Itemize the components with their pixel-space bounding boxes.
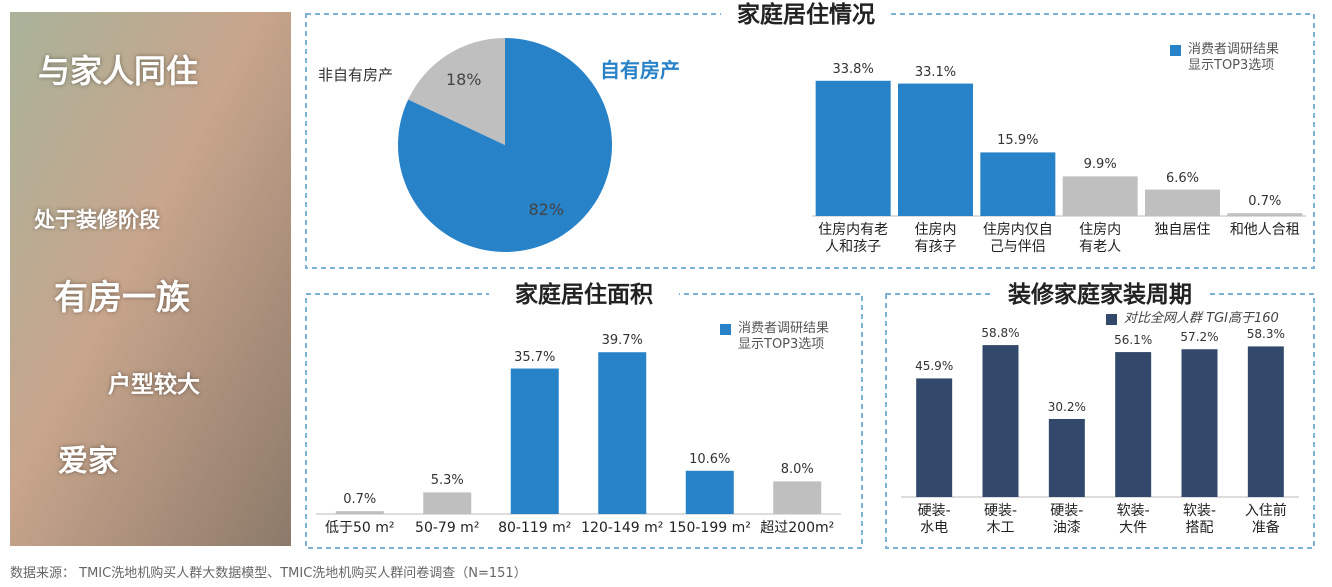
x-tick-label: 住房内仅自 己与伴侣 (982, 222, 1053, 255)
value-label: 58.8% (981, 326, 1020, 341)
x-tick-label: 硬装- 水电 (917, 503, 951, 536)
value-label: 9.9% (1083, 157, 1117, 173)
x-tick-label: 软装- 搭配 (1182, 503, 1217, 536)
value-label: 39.7% (601, 333, 643, 349)
x-tick-label: 住房内有老 人和孩子 (818, 222, 889, 255)
x-tick-label: 住房内 有老人 (1079, 222, 1122, 255)
x-tick-label: 80-119 m² (498, 520, 572, 536)
bar (335, 511, 384, 514)
value-label: 10.6% (689, 451, 731, 467)
x-tick-label: 超过200m² (760, 520, 835, 536)
bar (773, 481, 822, 514)
photo-label: 处于装修阶段 (34, 208, 160, 232)
value-label: 18% (445, 69, 482, 89)
bar (1048, 418, 1085, 497)
bar (598, 352, 647, 514)
legend-swatch (1106, 314, 1117, 325)
value-label: 56.1% (1114, 333, 1153, 348)
legend-swatch (1170, 45, 1181, 56)
panel-title: 家庭居住面积 (489, 282, 679, 310)
value-label: 15.9% (997, 133, 1039, 149)
pie-slice (408, 38, 505, 145)
legend-swatch (720, 324, 731, 335)
x-tick-label: 低于50 m² (324, 520, 395, 536)
x-tick-label: 150-199 m² (668, 520, 751, 536)
photo-label: 与家人同住 (38, 52, 199, 90)
x-tick-label: 软装- 大件 (1116, 503, 1150, 536)
x-tick-label: 50-79 m² (415, 520, 480, 536)
value-label: 0.7% (1248, 194, 1282, 210)
bar (1227, 213, 1303, 216)
value-label: 0.7% (343, 492, 377, 508)
bar (982, 345, 1019, 497)
source-note: 数据来源： TMIC洗地机购买人群大数据模型、TMIC洗地机购买人群问卷调查（N… (10, 566, 527, 581)
bar (898, 83, 973, 216)
value-label: 35.7% (514, 349, 556, 365)
legend-label: 非自有房产 (318, 66, 394, 84)
value-label: 82% (528, 200, 565, 220)
pie-slice (398, 38, 613, 252)
value-label: 8.0% (780, 462, 814, 478)
panel-title: 家庭居住情况 (721, 2, 891, 30)
photo (10, 12, 291, 546)
value-label: 30.2% (1047, 399, 1086, 414)
value-label: 58.3% (1246, 327, 1285, 342)
bar (510, 368, 559, 514)
x-tick-label: 住房内 有孩子 (914, 222, 957, 255)
bar (1062, 176, 1138, 216)
x-tick-label: 硬装- 木工 (983, 503, 1018, 536)
photo-label: 爱家 (58, 444, 118, 479)
value-label: 33.1% (914, 64, 957, 80)
legend-label: 消费者调研结果 显示TOP3选项 (1188, 42, 1280, 73)
value-label: 6.6% (1165, 170, 1199, 186)
bar (423, 492, 472, 514)
bar (1181, 349, 1218, 497)
x-tick-label: 120-149 m² (581, 520, 664, 536)
value-label: 5.3% (430, 473, 464, 489)
bar (1115, 352, 1152, 497)
bar (1145, 189, 1220, 216)
x-tick-label: 硬装- 油漆 (1050, 503, 1084, 536)
bar (916, 378, 953, 497)
x-tick-label: 和他人合租 (1229, 222, 1300, 238)
legend-label: 对比全网人群 TGI高于160 (1124, 311, 1279, 326)
value-label: 45.9% (915, 359, 954, 374)
bar (980, 152, 1056, 216)
bar (1247, 346, 1284, 497)
bar (685, 470, 734, 514)
panel-box (885, 293, 1315, 549)
bar (815, 80, 891, 216)
photo-label: 户型较大 (108, 372, 200, 398)
panel-title: 装修家庭家装周期 (990, 282, 1210, 310)
photo-label: 有房一族 (54, 278, 190, 318)
value-label: 57.2% (1180, 330, 1219, 345)
value-label: 33.8% (832, 61, 874, 77)
x-tick-label: 入住前 准备 (1244, 503, 1287, 536)
legend-label: 消费者调研结果 显示TOP3选项 (738, 321, 830, 352)
legend-label: 自有房产 (600, 58, 680, 82)
x-tick-label: 独自居住 (1154, 222, 1211, 238)
